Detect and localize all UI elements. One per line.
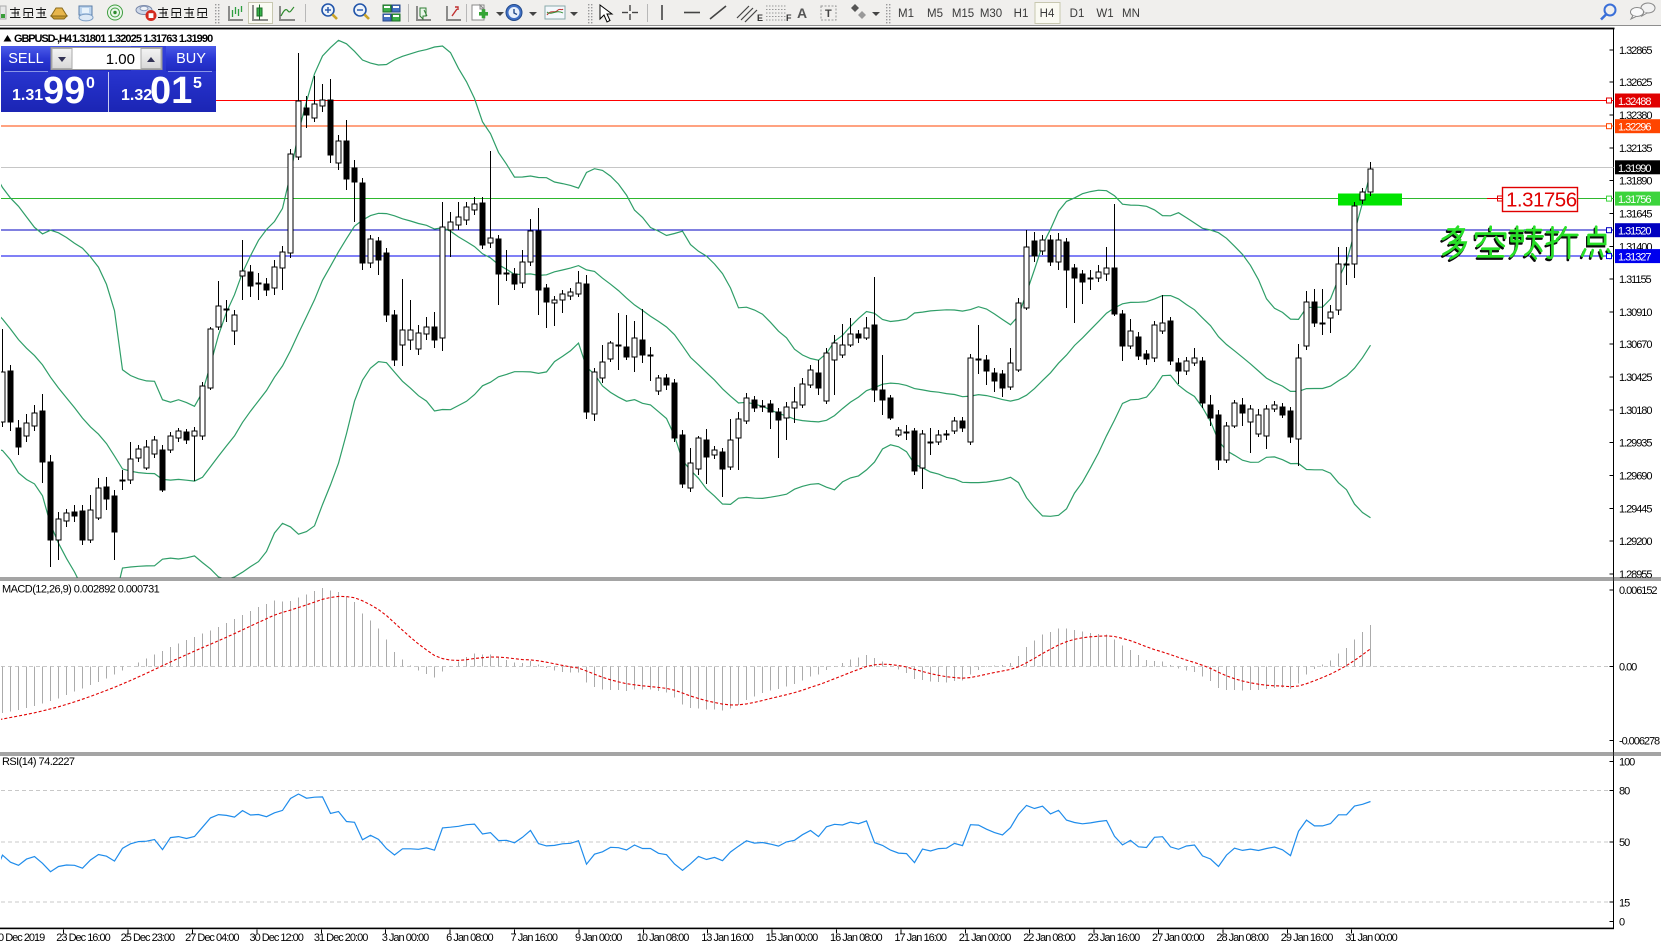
svg-text:M30: M30: [980, 8, 1002, 20]
svg-text:31 Dec 20:00: 31 Dec 20:00: [314, 932, 368, 944]
svg-text:16 Jan 08:00: 16 Jan 08:00: [830, 932, 882, 944]
svg-text:1.32135: 1.32135: [1619, 143, 1652, 155]
svg-text:A: A: [797, 5, 807, 21]
svg-text:1.29935: 1.29935: [1619, 438, 1652, 450]
svg-text:80: 80: [1619, 785, 1630, 797]
svg-text:1.32296: 1.32296: [1618, 122, 1651, 134]
svg-text:1.32625: 1.32625: [1619, 77, 1652, 89]
svg-text:1.32488: 1.32488: [1618, 96, 1651, 108]
svg-text:1.30425: 1.30425: [1619, 372, 1652, 384]
svg-text:1.31327: 1.31327: [1618, 252, 1651, 264]
svg-text:1.32865: 1.32865: [1619, 45, 1652, 57]
svg-text:29 Jan 16:00: 29 Jan 16:00: [1281, 932, 1333, 944]
svg-text:1.29690: 1.29690: [1619, 471, 1652, 483]
svg-text:0.00: 0.00: [1619, 662, 1637, 674]
svg-text:1.31756: 1.31756: [1506, 189, 1577, 212]
svg-text:T: T: [825, 8, 832, 20]
svg-text:0: 0: [1619, 917, 1625, 929]
svg-text:20 Dec 2019: 20 Dec 2019: [0, 932, 45, 944]
svg-text:50: 50: [1619, 837, 1630, 849]
svg-text:9 Jan 00:00: 9 Jan 00:00: [575, 932, 622, 944]
svg-text:H4: H4: [1040, 8, 1055, 20]
svg-text:1.30180: 1.30180: [1619, 405, 1652, 417]
svg-text:1.31756: 1.31756: [1618, 194, 1651, 206]
svg-text:31 Jan 00:00: 31 Jan 00:00: [1345, 932, 1397, 944]
svg-text:1.29445: 1.29445: [1619, 503, 1652, 515]
svg-text:1.31645: 1.31645: [1619, 209, 1652, 221]
svg-text:-0.006278: -0.006278: [1619, 736, 1660, 748]
svg-text:M15: M15: [952, 8, 974, 20]
svg-text:100: 100: [1619, 757, 1635, 769]
svg-text:10 Jan 08:00: 10 Jan 08:00: [637, 932, 689, 944]
svg-text:22 Jan 08:00: 22 Jan 08:00: [1023, 932, 1075, 944]
svg-text:1.00: 1.00: [106, 51, 135, 68]
svg-text:SELL: SELL: [8, 51, 43, 67]
svg-text:E: E: [757, 13, 763, 23]
svg-text:0: 0: [86, 75, 95, 92]
svg-text:13 Jan 16:00: 13 Jan 16:00: [701, 932, 753, 944]
svg-text:28 Jan 08:00: 28 Jan 08:00: [1216, 932, 1268, 944]
svg-text:W1: W1: [1096, 8, 1113, 20]
svg-text:23 Jan 16:00: 23 Jan 16:00: [1088, 932, 1140, 944]
svg-text:RSI(14) 74.2227: RSI(14) 74.2227: [2, 756, 75, 768]
svg-text:25 Dec 23:00: 25 Dec 23:00: [121, 932, 175, 944]
svg-text:1.31155: 1.31155: [1619, 274, 1652, 286]
svg-text:01: 01: [150, 70, 192, 112]
svg-text:21 Jan 00:00: 21 Jan 00:00: [959, 932, 1011, 944]
svg-text:MACD(12,26,9) 0.002892 0.00073: MACD(12,26,9) 0.002892 0.000731: [2, 584, 160, 596]
svg-text:GBPUSD-,H4: GBPUSD-,H4: [14, 33, 73, 45]
svg-text:M1: M1: [898, 8, 914, 20]
svg-text:D1: D1: [1070, 8, 1085, 20]
svg-text:23 Dec 16:00: 23 Dec 16:00: [56, 932, 110, 944]
svg-text:1.30670: 1.30670: [1619, 339, 1652, 351]
svg-text:1.30910: 1.30910: [1619, 307, 1652, 319]
svg-text:1.31890: 1.31890: [1619, 176, 1652, 188]
svg-text:F: F: [786, 13, 792, 23]
svg-text:7 Jan 16:00: 7 Jan 16:00: [511, 932, 558, 944]
svg-text:0.006152: 0.006152: [1619, 585, 1657, 597]
svg-text:1.31520: 1.31520: [1618, 226, 1651, 238]
svg-text:30 Dec 12:00: 30 Dec 12:00: [249, 932, 303, 944]
svg-text:15: 15: [1619, 897, 1630, 909]
svg-text:BUY: BUY: [176, 51, 206, 67]
svg-text:1.28955: 1.28955: [1619, 569, 1652, 581]
svg-text:17 Jan 16:00: 17 Jan 16:00: [894, 932, 946, 944]
svg-text:27 Dec 04:00: 27 Dec 04:00: [185, 932, 239, 944]
svg-text:H1: H1: [1014, 8, 1029, 20]
svg-text:MN: MN: [1122, 8, 1140, 20]
svg-text:1.29200: 1.29200: [1619, 536, 1652, 548]
svg-text:3 Jan 00:00: 3 Jan 00:00: [382, 932, 429, 944]
svg-text:1.31990: 1.31990: [1618, 163, 1651, 175]
svg-text:1.31801 1.32025 1.31763 1.3199: 1.31801 1.32025 1.31763 1.31990: [72, 33, 213, 45]
svg-text:1.32380: 1.32380: [1619, 110, 1652, 122]
svg-text:1.31: 1.31: [12, 87, 43, 104]
svg-text:99: 99: [43, 70, 85, 112]
svg-text:1.32: 1.32: [121, 87, 152, 104]
svg-text:15 Jan 00:00: 15 Jan 00:00: [766, 932, 818, 944]
svg-text:6 Jan 08:00: 6 Jan 08:00: [446, 932, 493, 944]
svg-text:5: 5: [193, 75, 202, 92]
svg-text:27 Jan 00:00: 27 Jan 00:00: [1152, 932, 1204, 944]
svg-text:M5: M5: [927, 8, 943, 20]
